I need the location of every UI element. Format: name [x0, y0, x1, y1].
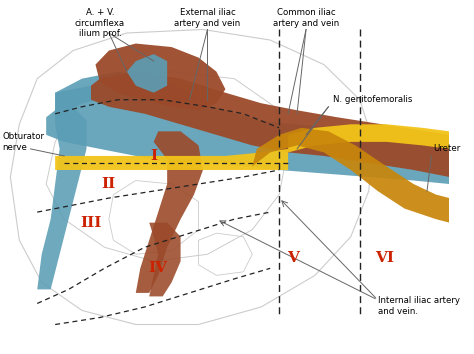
Polygon shape — [55, 149, 288, 170]
Text: Common iliac
artery and vein: Common iliac artery and vein — [273, 8, 339, 28]
Text: III: III — [80, 216, 102, 230]
Text: Internal iliac artery
and vein.: Internal iliac artery and vein. — [378, 296, 460, 316]
Text: IV: IV — [149, 261, 168, 275]
Polygon shape — [127, 54, 167, 93]
Polygon shape — [46, 86, 449, 184]
Polygon shape — [95, 44, 226, 110]
Text: VI: VI — [375, 251, 394, 265]
Polygon shape — [91, 72, 449, 177]
Polygon shape — [149, 223, 181, 296]
Polygon shape — [252, 128, 449, 223]
Polygon shape — [55, 72, 208, 124]
Polygon shape — [136, 131, 203, 293]
Text: A. + V.
circumflexa
ilium prof.: A. + V. circumflexa ilium prof. — [75, 8, 125, 38]
Polygon shape — [37, 107, 87, 289]
Text: N. genitofemoralis: N. genitofemoralis — [333, 95, 412, 104]
Text: External iliac
artery and vein: External iliac artery and vein — [174, 8, 241, 28]
Text: Obturator
nerve: Obturator nerve — [2, 132, 44, 152]
Polygon shape — [288, 124, 449, 153]
Text: V: V — [287, 251, 299, 265]
Text: I: I — [150, 149, 157, 163]
Text: Ureter: Ureter — [434, 144, 461, 153]
Text: II: II — [102, 177, 116, 191]
